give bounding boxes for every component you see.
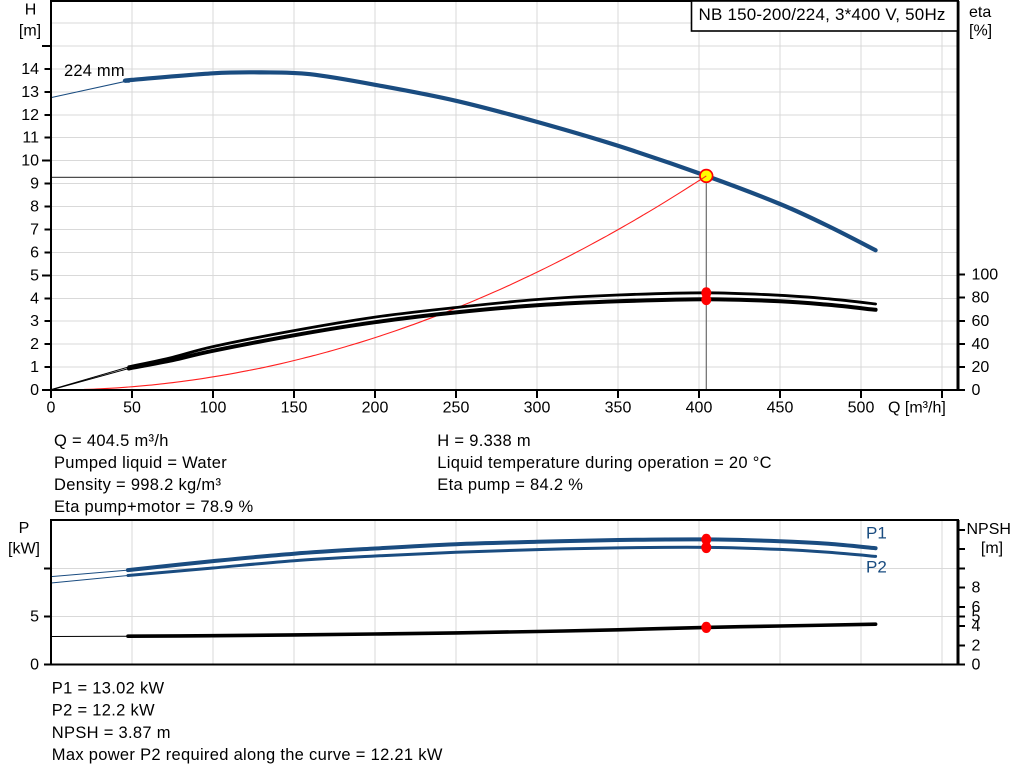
svg-text:Q = 404.5 m³/h: Q = 404.5 m³/h [54, 432, 169, 450]
svg-text:450: 450 [767, 400, 794, 417]
svg-text:P2: P2 [866, 558, 887, 577]
svg-text:H = 9.338 m: H = 9.338 m [437, 432, 531, 450]
svg-text:0: 0 [972, 382, 981, 399]
svg-text:[%]: [%] [969, 23, 992, 40]
svg-text:P1 = 13.02 kW: P1 = 13.02 kW [52, 680, 165, 698]
svg-text:350: 350 [605, 400, 632, 417]
svg-text:4: 4 [972, 618, 981, 635]
svg-text:[m]: [m] [981, 540, 1003, 557]
svg-text:Pumped liquid = Water: Pumped liquid = Water [54, 454, 227, 472]
svg-text:P: P [19, 520, 30, 537]
svg-text:500: 500 [848, 400, 875, 417]
svg-text:3: 3 [30, 313, 39, 330]
svg-text:14: 14 [21, 61, 39, 78]
svg-text:40: 40 [972, 336, 990, 353]
svg-text:8: 8 [972, 580, 981, 597]
svg-text:6: 6 [972, 599, 981, 616]
svg-text:250: 250 [443, 400, 470, 417]
svg-text:80: 80 [972, 290, 990, 307]
svg-text:0: 0 [30, 657, 39, 674]
svg-text:P2 = 12.2 kW: P2 = 12.2 kW [52, 702, 155, 720]
svg-text:Eta pump = 84.2 %: Eta pump = 84.2 % [437, 476, 583, 494]
svg-text:NPSH: NPSH [967, 521, 1011, 538]
svg-text:NB 150-200/224, 3*400 V, 50Hz: NB 150-200/224, 3*400 V, 50Hz [699, 5, 946, 24]
svg-text:5: 5 [972, 608, 981, 625]
svg-text:400: 400 [686, 400, 713, 417]
svg-text:60: 60 [972, 313, 990, 330]
svg-text:4: 4 [30, 290, 39, 307]
svg-text:150: 150 [281, 400, 308, 417]
svg-text:0: 0 [47, 400, 56, 417]
svg-text:Eta pump+motor = 78.9 %: Eta pump+motor = 78.9 % [54, 498, 254, 516]
svg-text:2: 2 [30, 336, 39, 353]
svg-text:13: 13 [21, 84, 39, 101]
svg-text:[kW]: [kW] [8, 541, 40, 558]
svg-text:0: 0 [30, 382, 39, 399]
svg-text:NPSH = 3.87 m: NPSH = 3.87 m [52, 724, 171, 742]
svg-text:eta: eta [969, 4, 991, 21]
svg-text:12: 12 [21, 107, 39, 124]
svg-text:H: H [25, 2, 37, 19]
svg-text:100: 100 [972, 267, 999, 284]
svg-text:7: 7 [30, 222, 39, 239]
svg-text:Density = 998.2 kg/m³: Density = 998.2 kg/m³ [54, 476, 221, 494]
svg-text:P1: P1 [866, 524, 887, 543]
svg-text:1: 1 [30, 359, 39, 376]
svg-text:100: 100 [200, 400, 227, 417]
svg-text:Max power P2 required along th: Max power P2 required along the curve = … [52, 746, 443, 764]
svg-text:50: 50 [123, 400, 141, 417]
svg-text:Q [m³/h]: Q [m³/h] [888, 400, 946, 417]
svg-text:2: 2 [972, 637, 981, 654]
svg-text:Liquid temperature during oper: Liquid temperature during operation = 20… [437, 454, 772, 472]
svg-text:0: 0 [972, 657, 981, 674]
svg-text:8: 8 [30, 199, 39, 216]
svg-text:10: 10 [21, 153, 39, 170]
svg-text:5: 5 [30, 267, 39, 284]
svg-text:300: 300 [524, 400, 551, 417]
svg-text:20: 20 [972, 359, 990, 376]
svg-text:9: 9 [30, 176, 39, 193]
svg-text:11: 11 [22, 130, 39, 147]
svg-text:224 mm: 224 mm [64, 62, 125, 80]
svg-text:[m]: [m] [19, 22, 41, 39]
svg-text:6: 6 [30, 244, 39, 261]
svg-text:200: 200 [362, 400, 389, 417]
svg-text:5: 5 [30, 609, 39, 626]
